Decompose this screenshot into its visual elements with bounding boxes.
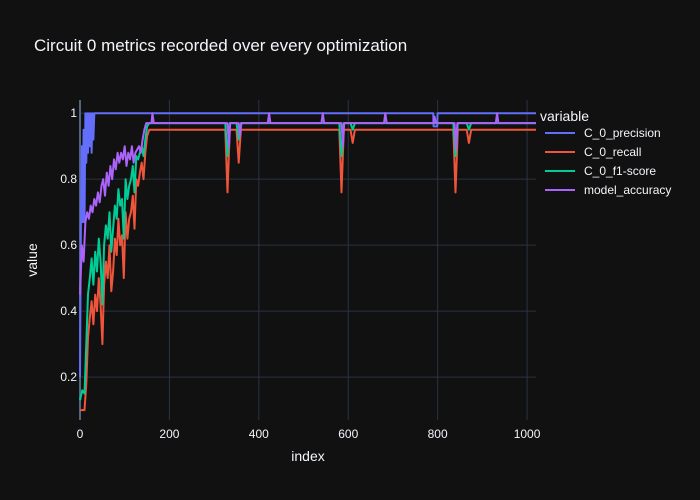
y-tick-label: 0.2	[60, 370, 77, 384]
x-axis-title: index	[291, 448, 324, 464]
x-tick-label: 1000	[514, 427, 541, 441]
y-tick-label: 0.4	[60, 304, 77, 318]
x-tick-label: 200	[159, 427, 179, 441]
y-axis-ticks: 0.2 0.4 0.6 0.8 1	[60, 106, 77, 384]
series-line-c-0-recall	[80, 128, 536, 412]
x-tick-label: 0	[77, 427, 84, 441]
legend-label-c-0-f1-score[interactable]: C_0_f1-score	[584, 164, 656, 178]
x-tick-label: 800	[428, 427, 448, 441]
x-tick-label: 400	[249, 427, 269, 441]
legend-label-c-0-precision[interactable]: C_0_precision	[584, 126, 661, 140]
legend-title: variable	[540, 108, 589, 124]
y-tick-label: 0.6	[60, 238, 77, 252]
legend-label-c-0-recall[interactable]: C_0_recall	[584, 145, 641, 159]
y-tick-label: 0.8	[60, 172, 77, 186]
series-line-model-accuracy	[79, 112, 536, 295]
legend-label-model-accuracy[interactable]: model_accuracy	[584, 183, 671, 197]
x-tick-label: 600	[338, 427, 358, 441]
plot-background	[80, 100, 536, 420]
y-tick-label: 1	[70, 106, 77, 120]
x-axis-ticks: 0 200 400 600 800 1000	[77, 427, 541, 441]
y-axis-title: value	[24, 243, 40, 277]
chart-title: Circuit 0 metrics recorded over every op…	[34, 36, 407, 55]
series-lines	[79, 112, 536, 412]
legend[interactable]: variable C_0_precision C_0_recall C_0_f1-s…	[540, 108, 671, 197]
